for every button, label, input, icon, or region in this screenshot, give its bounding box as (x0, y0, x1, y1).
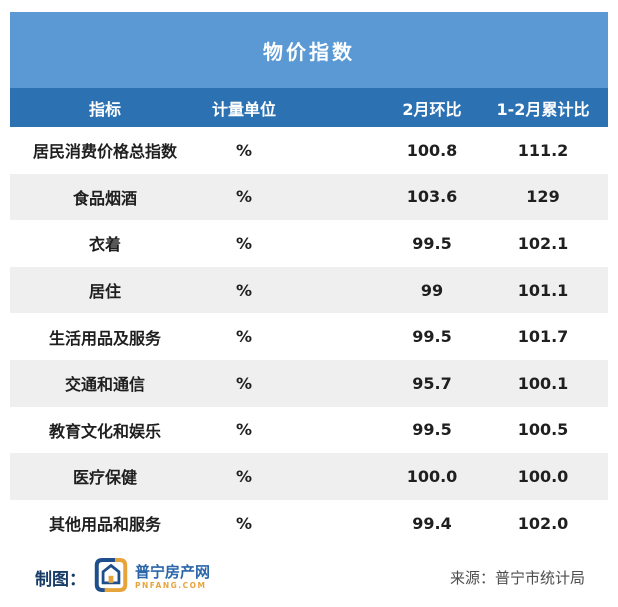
cumulative-cell: 129 (478, 173, 608, 221)
indicator-cell: 教育文化和娱乐 (10, 406, 190, 454)
indicator-cell: 医疗保健 (10, 453, 190, 500)
mom-cell: 99.5 (318, 220, 478, 267)
indicator-cell: 交通和通信 (10, 359, 190, 407)
source-attribution: 来源：普宁市统计局 (449, 568, 585, 587)
cumulative-cell: 101.7 (478, 313, 608, 360)
table-row: 居民消费价格总指数 % 100.8 111.2 (10, 127, 608, 174)
logo-domain: PNFANG.COM (135, 580, 207, 590)
column-header-indicator: 指标 (10, 88, 190, 127)
cumulative-cell: 100.5 (478, 406, 608, 454)
table-row: 交通和通信 % 95.7 100.1 (10, 359, 608, 407)
cumulative-cell: 111.2 (478, 127, 608, 174)
price-index-sheet: 物价指数 指标 计量单位 2月环比 1-2月累计比 居民消费价格总指数 % 10… (10, 12, 608, 547)
mom-cell: 99.5 (318, 313, 478, 360)
mom-cell: 99.5 (318, 406, 478, 454)
table-row: 医疗保健 % 100.0 100.0 (10, 453, 608, 500)
indicator-cell: 居民消费价格总指数 (10, 127, 190, 174)
cumulative-cell: 100.0 (478, 453, 608, 500)
unit-cell: % (190, 499, 318, 547)
unit-cell: % (190, 313, 318, 360)
title-band: 物价指数 (10, 12, 608, 88)
unit-cell: % (190, 173, 318, 221)
table-row: 教育文化和娱乐 % 99.5 100.5 (10, 406, 608, 454)
indicator-cell: 生活用品及服务 (10, 313, 190, 360)
table-header-row: 指标 计量单位 2月环比 1-2月累计比 (10, 88, 608, 127)
footer: 制图： 普宁房产网 PNFANG.COM 来源：普宁市统计局 (0, 549, 618, 605)
table-row: 生活用品及服务 % 99.5 101.7 (10, 313, 608, 360)
logo-name: 普宁房产网 (135, 563, 211, 582)
credit-label: 制图： (35, 569, 86, 590)
credit-block: 制图： 普宁房产网 PNFANG.COM (35, 556, 210, 598)
table-row: 其他用品和服务 % 99.4 102.0 (10, 499, 608, 547)
site-logo: 普宁房产网 PNFANG.COM (92, 556, 210, 598)
mom-cell: 100.0 (318, 453, 478, 500)
table-row: 食品烟酒 % 103.6 129 (10, 173, 608, 221)
unit-cell: % (190, 453, 318, 500)
cumulative-cell: 102.0 (478, 499, 608, 547)
column-header-cumulative: 1-2月累计比 (478, 88, 608, 127)
column-header-unit: 计量单位 (190, 88, 318, 127)
mom-cell: 103.6 (318, 173, 478, 221)
indicator-cell: 其他用品和服务 (10, 499, 190, 547)
table-row: 居住 % 99 101.1 (10, 266, 608, 314)
indicator-cell: 食品烟酒 (10, 173, 190, 221)
mom-cell: 95.7 (318, 359, 478, 407)
cumulative-cell: 102.1 (478, 220, 608, 267)
indicator-cell: 居住 (10, 266, 190, 314)
house-logo-icon (92, 556, 130, 598)
unit-cell: % (190, 266, 318, 314)
price-index-table: 指标 计量单位 2月环比 1-2月累计比 居民消费价格总指数 % 100.8 1… (10, 88, 608, 547)
mom-cell: 99.4 (318, 499, 478, 547)
unit-cell: % (190, 220, 318, 267)
cumulative-cell: 101.1 (478, 266, 608, 314)
table-row: 衣着 % 99.5 102.1 (10, 220, 608, 267)
page-title: 物价指数 (263, 39, 355, 64)
column-header-mom: 2月环比 (318, 88, 478, 127)
unit-cell: % (190, 406, 318, 454)
unit-cell: % (190, 127, 318, 174)
cumulative-cell: 100.1 (478, 359, 608, 407)
indicator-cell: 衣着 (10, 220, 190, 267)
mom-cell: 99 (318, 266, 478, 314)
unit-cell: % (190, 359, 318, 407)
mom-cell: 100.8 (318, 127, 478, 174)
